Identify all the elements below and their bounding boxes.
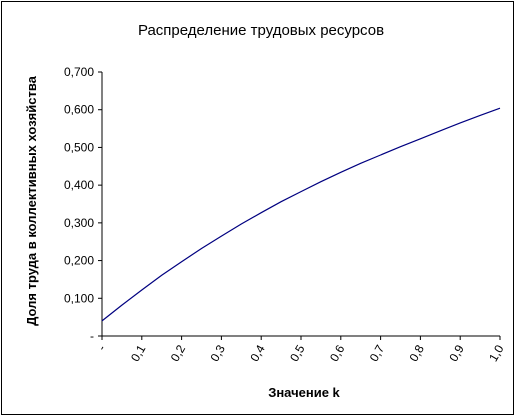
x-tick-label: 0,5 — [287, 342, 308, 364]
x-tick-label: 0,8 — [407, 342, 428, 364]
series-line — [101, 107, 501, 322]
chart-title: Распределение трудовых ресурсов — [138, 22, 384, 39]
y-tick-label: 0,300 — [64, 216, 94, 230]
x-tick-label: 0,9 — [446, 342, 467, 364]
plot-area: - 0,100 0,200 0,300 0,400 0,500 0,600 0,700 - 0,1… — [64, 65, 507, 364]
x-tick-label: 0,4 — [247, 342, 268, 364]
y-tick-label: 0,600 — [64, 103, 94, 117]
y-tick-label: 0,200 — [64, 254, 94, 268]
x-tick-label: 0,7 — [367, 342, 388, 364]
x-tick-label: 0,3 — [208, 342, 229, 364]
x-tick-label: - — [94, 343, 108, 353]
y-tick-label: 0,500 — [64, 140, 94, 154]
x-tick-label: 0,1 — [128, 342, 149, 364]
y-tick-label: 0,100 — [64, 291, 94, 305]
x-tick-label: 0,6 — [327, 342, 348, 364]
x-tick-label: 0,2 — [168, 342, 189, 364]
y-axis-title: Доля труда в коллективных хозяйства — [24, 75, 39, 326]
x-tick-label: 1,0 — [486, 342, 507, 364]
y-tick-label: 0,700 — [64, 65, 94, 79]
y-tick-label: 0,400 — [64, 178, 94, 192]
x-axis-title: Значение k — [268, 385, 340, 400]
y-tick-label: - — [90, 329, 94, 343]
